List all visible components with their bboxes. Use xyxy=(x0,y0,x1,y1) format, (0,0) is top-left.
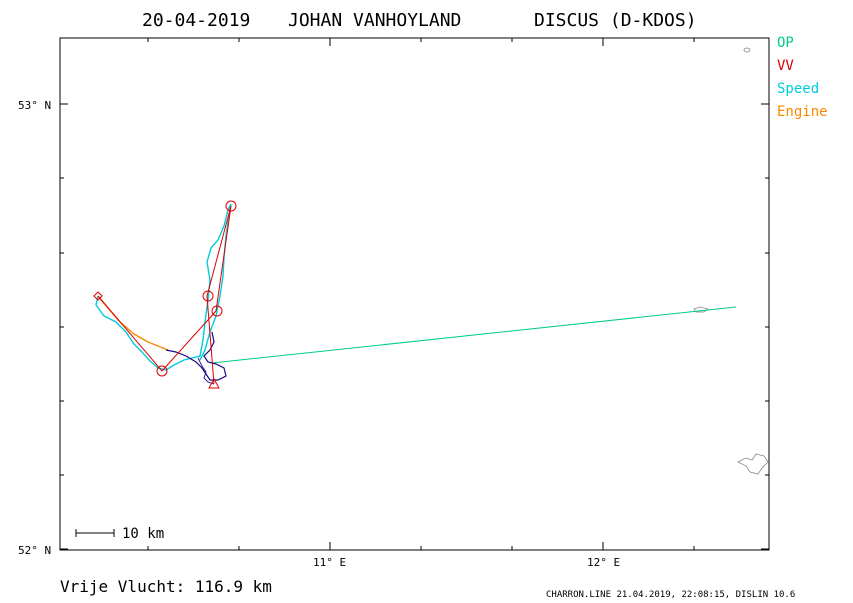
thermal-track xyxy=(165,331,227,381)
legend-speed: Speed xyxy=(777,81,819,97)
scale-bar-label: 10 km xyxy=(122,526,164,542)
turnpoint-southwest xyxy=(156,365,168,377)
op-line-east xyxy=(211,306,737,364)
lon-label-11: 11° E xyxy=(313,556,346,569)
legend-op: OP xyxy=(777,35,794,51)
turnpoint-middle xyxy=(202,290,214,302)
title-pilot: JOHAN VANHOYLAND xyxy=(288,10,461,31)
start-triangle xyxy=(208,377,220,389)
scale-bar xyxy=(75,529,115,537)
speed-track xyxy=(95,203,232,371)
credits-text: CHARRON.LINE 21.04.2019, 22:08:15, DISLI… xyxy=(546,590,795,600)
distance-text: Vrije Vlucht: 116.9 km xyxy=(60,577,272,596)
legend-engine: Engine xyxy=(777,104,828,120)
vv-task-lines xyxy=(97,205,232,385)
lat-label-53: 53° N xyxy=(18,99,51,112)
thermal-track-2 xyxy=(197,357,215,385)
title-glider: DISCUS (D-KDOS) xyxy=(534,10,697,31)
lat-label-52: 52° N xyxy=(18,544,51,557)
map-frame xyxy=(59,37,770,551)
turnpoint-middle-south xyxy=(211,305,223,317)
lake-outline-north xyxy=(743,47,751,53)
turnpoint-west-diamond xyxy=(93,291,103,301)
title-date: 20-04-2019 xyxy=(142,10,250,31)
turnpoint-north xyxy=(225,200,237,212)
lon-label-12: 12° E xyxy=(587,556,620,569)
town-outline-southeast xyxy=(737,453,769,475)
legend-vv: VV xyxy=(777,58,794,74)
frame-ticks xyxy=(60,38,769,550)
